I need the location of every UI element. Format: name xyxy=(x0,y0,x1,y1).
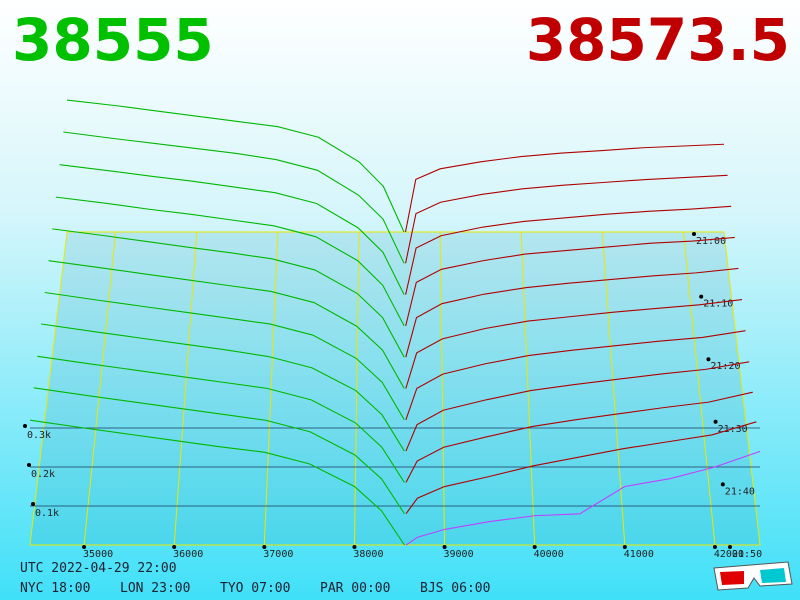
zone-time: TYO 07:00 xyxy=(220,581,290,596)
tick-mark xyxy=(352,545,357,549)
bid-depth-line xyxy=(63,131,405,264)
grid-line xyxy=(439,231,446,546)
time-label: 21:40 xyxy=(725,486,755,497)
tick-mark xyxy=(442,545,447,549)
ask-depth-line xyxy=(405,421,757,515)
tick-mark xyxy=(31,502,35,506)
tick-mark xyxy=(262,545,267,549)
bid-depth-line xyxy=(59,164,405,295)
grid-line xyxy=(520,231,536,546)
3d-glasses-icon[interactable] xyxy=(713,561,793,591)
grid-line xyxy=(682,231,716,546)
time-label: 21:20 xyxy=(710,361,740,372)
utc-time: UTC 2022-04-29 22:00 xyxy=(20,561,177,576)
bid-price: 38555 xyxy=(12,6,214,74)
x-tick-label: 39000 xyxy=(444,549,474,560)
bid-depth-line xyxy=(41,323,405,452)
time-label: 21:10 xyxy=(703,299,733,310)
tick-mark xyxy=(82,545,87,549)
time-label: 21:50 xyxy=(732,549,762,560)
plot: 35000 36000 37000 38000 39000 40000 41000 42000… xyxy=(23,99,762,560)
x-tick-label: 37000 xyxy=(263,549,293,560)
bid-depth-line xyxy=(37,355,405,483)
bid-depth-line xyxy=(33,387,405,515)
x-tick-label: 41000 xyxy=(624,549,654,560)
tick-mark xyxy=(712,545,717,549)
ask-depth-line xyxy=(405,205,732,295)
grid-line xyxy=(83,231,117,546)
bid-depth-line xyxy=(44,291,405,421)
x-tick-label: 36000 xyxy=(173,549,203,560)
ask-depth-line xyxy=(405,236,735,327)
ask-depth-line xyxy=(405,330,746,420)
grid-line xyxy=(601,231,626,546)
tick-mark xyxy=(172,545,177,549)
bid-depth-line xyxy=(52,228,405,358)
zone-time: BJS 06:00 xyxy=(420,581,490,596)
x-tick-label: 35000 xyxy=(83,549,113,560)
grid-line xyxy=(263,231,279,546)
tick-mark xyxy=(713,419,718,424)
z-tick-label: 0.3k xyxy=(27,430,51,441)
zone-time: LON 23:00 xyxy=(120,581,190,596)
z-tick-label: 0.2k xyxy=(31,469,55,480)
tick-mark xyxy=(692,232,696,236)
z-tick-label: 0.1k xyxy=(35,508,59,519)
bid-depth-line xyxy=(55,196,405,327)
grid-line xyxy=(353,231,360,546)
tick-mark xyxy=(706,357,711,362)
ask-depth-line xyxy=(405,174,728,264)
bid-depth-line xyxy=(48,260,405,389)
ask-depth-line xyxy=(405,267,739,358)
ask-depth-line xyxy=(405,450,761,546)
time-label: 21:00 xyxy=(696,236,726,247)
tick-mark xyxy=(532,545,537,549)
tick-mark xyxy=(622,545,627,549)
ask-price: 38573.5 xyxy=(526,6,790,74)
zone-time: NYC 18:00 xyxy=(20,581,90,596)
ask-depth-line xyxy=(405,299,743,389)
x-tick-label: 42000 xyxy=(714,549,744,560)
tick-mark xyxy=(720,482,725,487)
ask-depth-line xyxy=(405,391,753,483)
tick-mark xyxy=(728,545,732,549)
x-tick-label: 38000 xyxy=(353,549,383,560)
floor xyxy=(29,231,761,546)
ask-depth-line xyxy=(405,361,750,452)
bid-depth-line xyxy=(29,419,405,546)
zone-time: PAR 00:00 xyxy=(320,581,390,596)
tick-mark xyxy=(23,424,27,428)
bid-depth-line xyxy=(66,99,405,233)
tick-mark xyxy=(699,294,704,299)
grid-line xyxy=(173,231,198,546)
x-tick-label: 40000 xyxy=(534,549,564,560)
tick-mark xyxy=(27,463,31,467)
ask-depth-line xyxy=(404,143,725,233)
